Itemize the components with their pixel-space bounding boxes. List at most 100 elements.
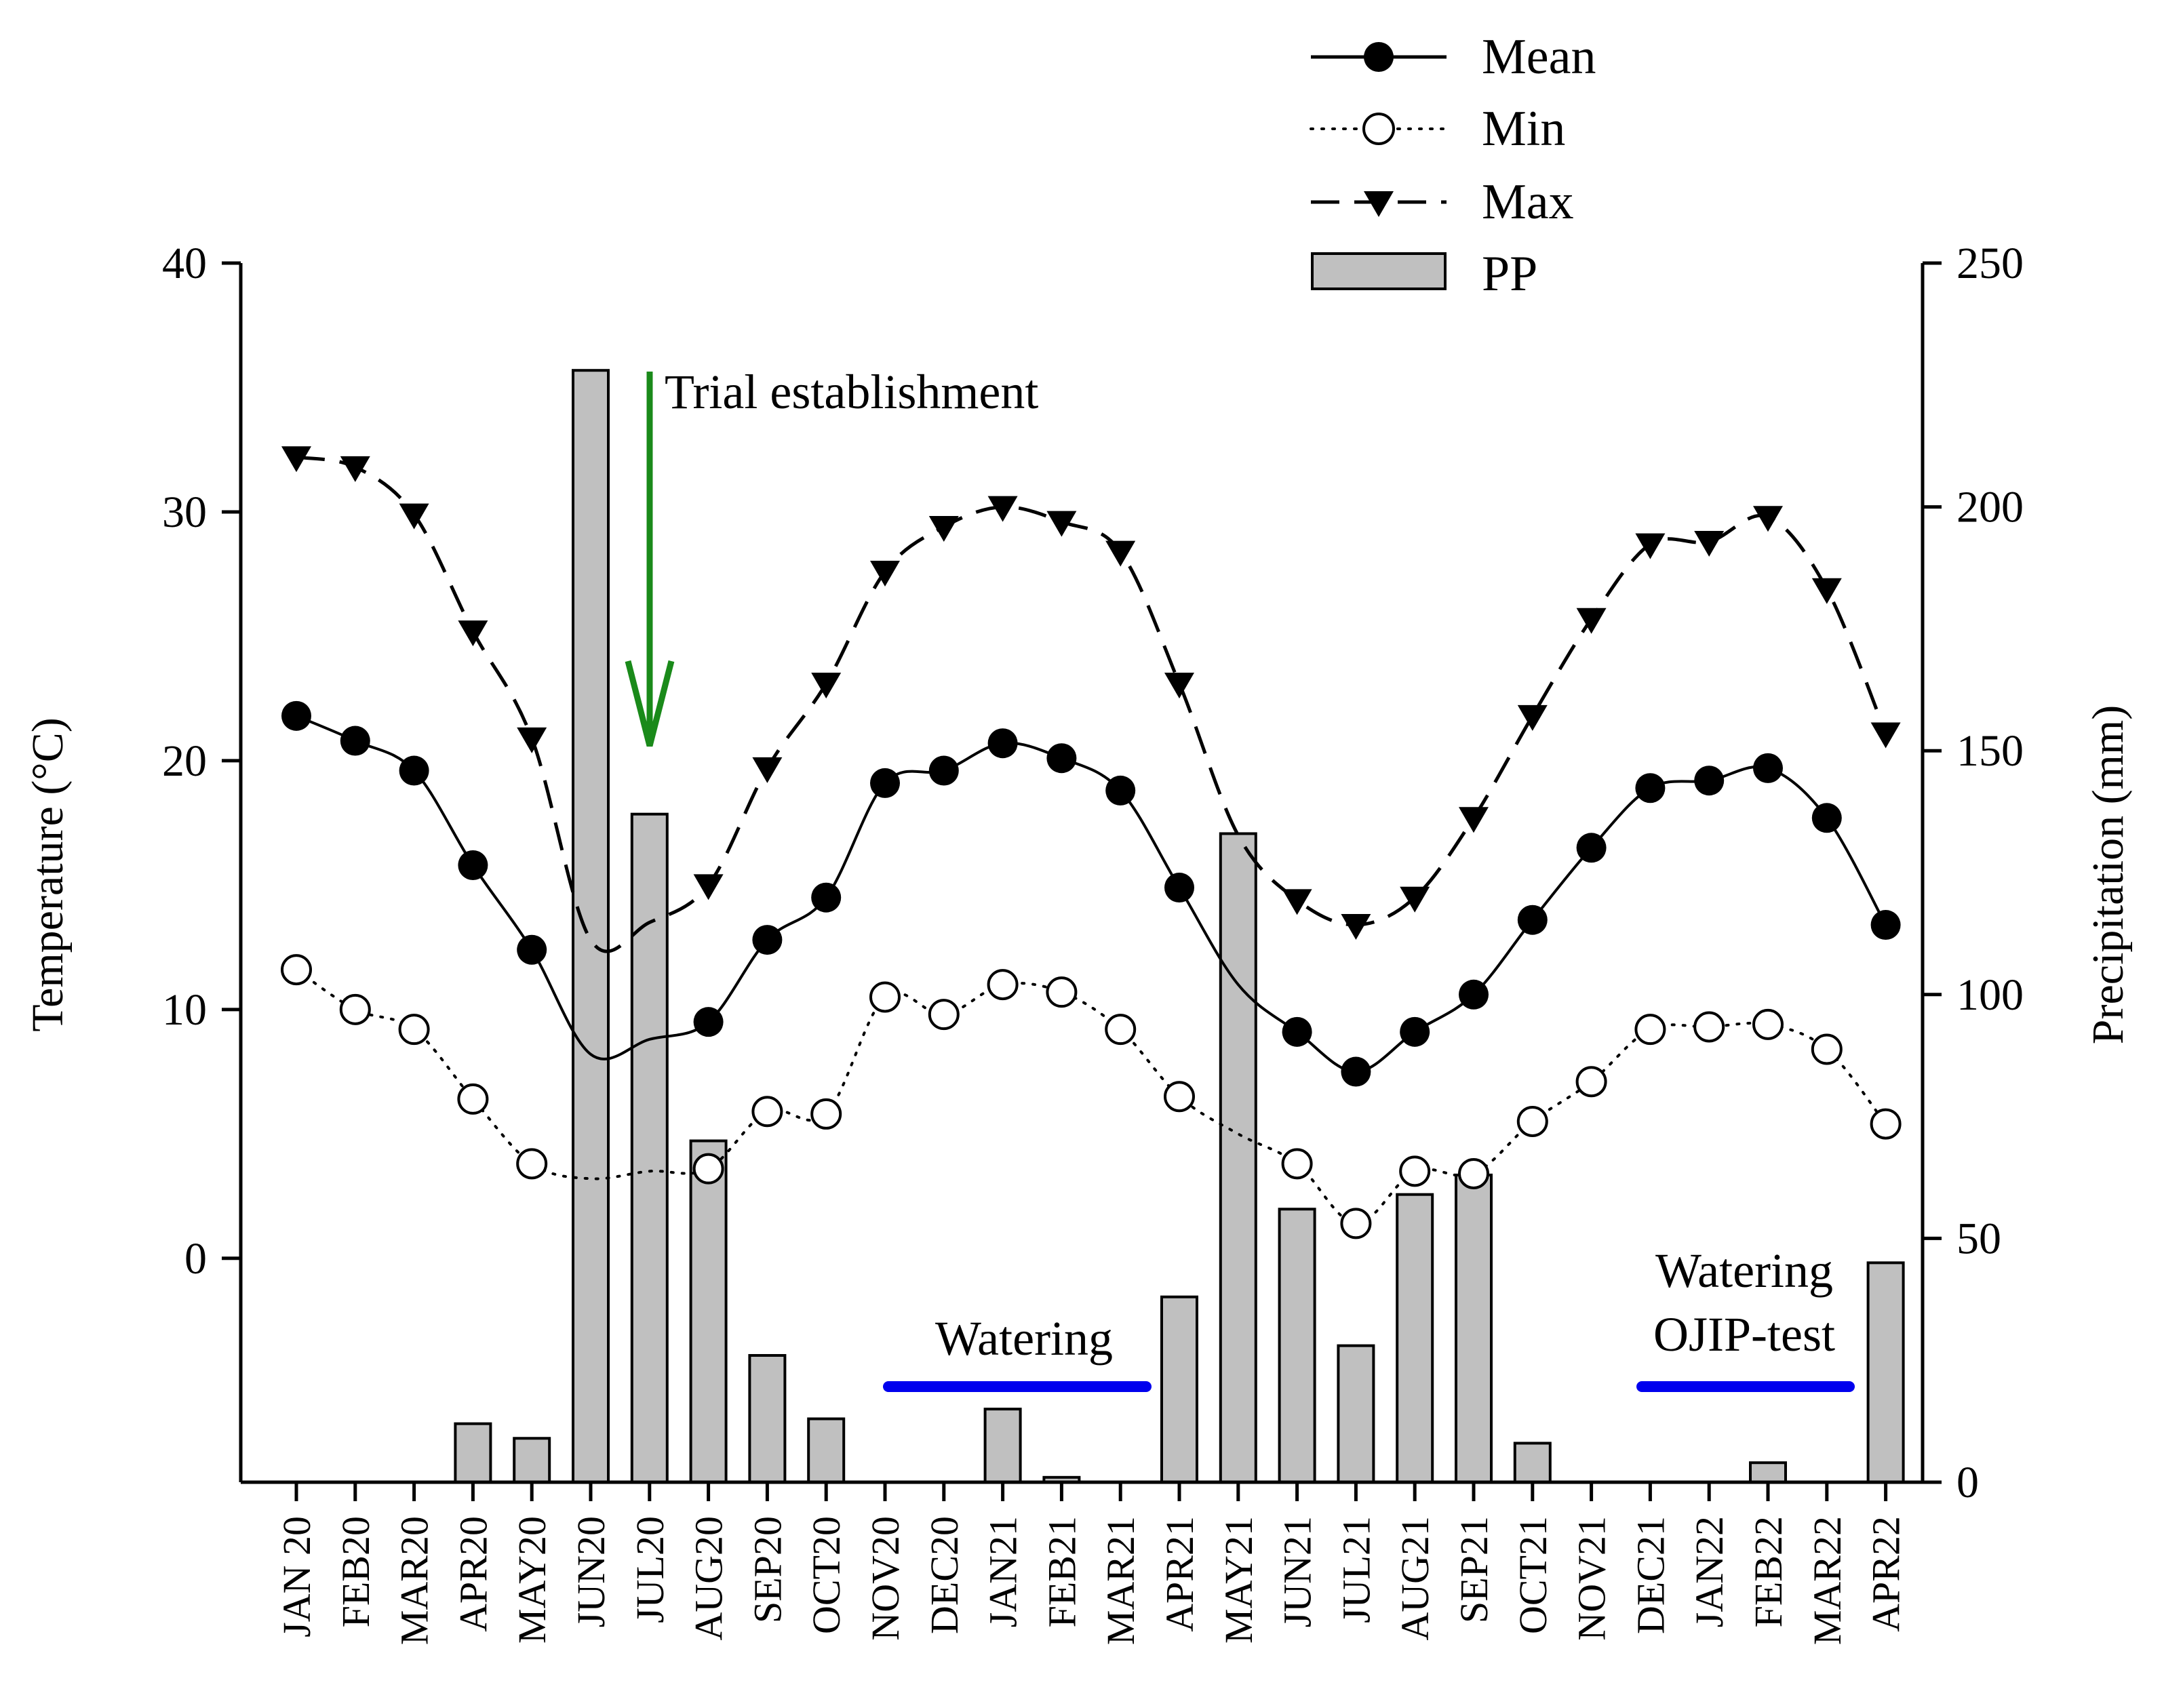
x-tick-label-25: FEB22 bbox=[1746, 1516, 1790, 1627]
mean-marker-18 bbox=[1341, 1056, 1371, 1087]
series-line-mean bbox=[296, 714, 1887, 1073]
mean-marker-12 bbox=[987, 728, 1018, 759]
legend-mean-label: Mean bbox=[1482, 29, 1596, 85]
mean-marker-24 bbox=[1694, 766, 1725, 796]
max-marker-9 bbox=[811, 673, 842, 699]
mean-marker-27 bbox=[1870, 910, 1901, 940]
x-tick-label-5: JUN20 bbox=[569, 1516, 613, 1627]
min-marker-3 bbox=[457, 1083, 489, 1115]
trial-establishment-annotation: Trial establishment bbox=[625, 365, 1038, 747]
legend-max-label: Max bbox=[1482, 174, 1574, 230]
watering-annotation-2020: Watering bbox=[883, 1311, 1152, 1392]
max-marker-2 bbox=[399, 503, 429, 530]
mean-marker-23 bbox=[1635, 773, 1666, 803]
pp-bar-4 bbox=[513, 1437, 551, 1484]
y2-tick-label-0: 0 bbox=[1956, 1458, 1979, 1507]
pp-bar-5 bbox=[572, 369, 610, 1484]
pp-bar-27 bbox=[1866, 1261, 1905, 1484]
max-marker-18 bbox=[1341, 914, 1371, 940]
pp-bar-16 bbox=[1219, 832, 1257, 1484]
max-marker-21 bbox=[1517, 704, 1548, 731]
x-tick-label-19: AUG21 bbox=[1393, 1516, 1437, 1641]
pp-bar-3 bbox=[454, 1422, 492, 1484]
max-marker-20 bbox=[1459, 807, 1489, 833]
mean-marker-22 bbox=[1576, 833, 1607, 863]
min-marker-26 bbox=[1811, 1033, 1843, 1065]
watering-ojip-annotation-2022: Watering OJIP-test bbox=[1636, 1244, 1855, 1392]
max-marker-3 bbox=[458, 620, 488, 647]
mean-marker-15 bbox=[1164, 873, 1194, 903]
x-tick-label-8: SEP20 bbox=[745, 1516, 789, 1623]
mean-marker-20 bbox=[1459, 979, 1489, 1010]
min-marker-17 bbox=[1281, 1148, 1313, 1180]
x-tick-label-27: APR22 bbox=[1864, 1516, 1908, 1632]
min-marker-9 bbox=[810, 1098, 842, 1130]
min-marker-7 bbox=[692, 1153, 724, 1185]
max-marker-1 bbox=[340, 456, 370, 482]
max-marker-13 bbox=[1046, 511, 1077, 537]
mean-marker-14 bbox=[1105, 775, 1136, 806]
x-tick-label-10: NOV20 bbox=[863, 1516, 907, 1641]
max-marker-10 bbox=[870, 561, 900, 587]
y-tick-label-20: 20 bbox=[162, 736, 207, 786]
min-marker-10 bbox=[869, 981, 901, 1013]
max-marker-23 bbox=[1635, 533, 1666, 559]
trial-arrow-head bbox=[625, 660, 675, 747]
y2-tick-label-250: 250 bbox=[1956, 239, 2024, 288]
max-marker-26 bbox=[1811, 578, 1842, 604]
mean-marker-10 bbox=[870, 768, 900, 798]
x-tick-label-12: JAN21 bbox=[981, 1516, 1025, 1627]
ojip-test-label-2022: OJIP-test bbox=[1653, 1307, 1835, 1362]
y-axis-title: Temperature (°C) bbox=[23, 717, 73, 1031]
max-marker-8 bbox=[752, 757, 783, 783]
min-marker-15 bbox=[1164, 1081, 1195, 1113]
x-tick-label-11: DEC20 bbox=[922, 1516, 966, 1634]
y-tick-label-40: 40 bbox=[162, 239, 207, 288]
min-marker-27 bbox=[1870, 1108, 1902, 1140]
x-tick-label-3: APR20 bbox=[451, 1516, 495, 1632]
y2-tick-label-150: 150 bbox=[1956, 726, 2024, 776]
x-tick-label-1: FEB20 bbox=[334, 1516, 378, 1627]
mean-marker-3 bbox=[458, 850, 488, 880]
min-marker-22 bbox=[1575, 1066, 1607, 1098]
x-tick-label-24: JAN22 bbox=[1687, 1516, 1731, 1627]
axes: 0 10 20 30 40 0 50 100 150 200 250 JAN 20 FEB20 MAR20… bbox=[162, 239, 2024, 1645]
x-tick-label-4: MAY20 bbox=[510, 1516, 554, 1644]
max-marker-25 bbox=[1753, 506, 1783, 532]
pp-bar-18 bbox=[1337, 1344, 1375, 1484]
mean-marker-8 bbox=[752, 925, 783, 955]
min-marker-18 bbox=[1340, 1208, 1372, 1239]
watering-label-2020: Watering bbox=[935, 1311, 1113, 1366]
pp-bar-12 bbox=[983, 1408, 1022, 1484]
pp-bar-21 bbox=[1513, 1442, 1552, 1484]
mean-marker-11 bbox=[928, 755, 959, 786]
mean-marker-9 bbox=[811, 882, 842, 913]
mean-marker-19 bbox=[1400, 1016, 1430, 1047]
legend-min-label: Min bbox=[1482, 101, 1565, 157]
min-marker-25 bbox=[1752, 1008, 1784, 1040]
max-marker-14 bbox=[1105, 540, 1136, 567]
x-tick-label-21: OCT21 bbox=[1511, 1516, 1555, 1634]
min-marker-21 bbox=[1516, 1105, 1548, 1137]
x-tick-label-22: NOV21 bbox=[1570, 1516, 1614, 1641]
min-marker-2 bbox=[398, 1014, 430, 1046]
max-marker-27 bbox=[1870, 722, 1901, 749]
y-tick-label-0: 0 bbox=[184, 1234, 207, 1284]
mean-marker-13 bbox=[1046, 743, 1077, 774]
pp-bar-20 bbox=[1455, 1173, 1493, 1484]
min-marker-23 bbox=[1634, 1014, 1666, 1046]
series-line-max bbox=[296, 455, 1887, 953]
mean-marker-0 bbox=[281, 700, 311, 731]
x-tick-label-7: AUG20 bbox=[687, 1516, 731, 1641]
temperature-series bbox=[281, 446, 1902, 1239]
x-tick-label-0: JAN 20 bbox=[275, 1516, 319, 1637]
y-tick-label-10: 10 bbox=[162, 985, 207, 1035]
y-tick-label-30: 30 bbox=[162, 488, 207, 537]
min-marker-19 bbox=[1399, 1155, 1431, 1187]
y2-tick-label-100: 100 bbox=[1956, 970, 2024, 1020]
x-tick-label-26: MAR22 bbox=[1805, 1516, 1849, 1645]
max-marker-22 bbox=[1576, 608, 1607, 634]
legend-mean-marker bbox=[1364, 42, 1394, 72]
pp-bar-6 bbox=[630, 812, 669, 1484]
max-marker-15 bbox=[1164, 673, 1194, 699]
